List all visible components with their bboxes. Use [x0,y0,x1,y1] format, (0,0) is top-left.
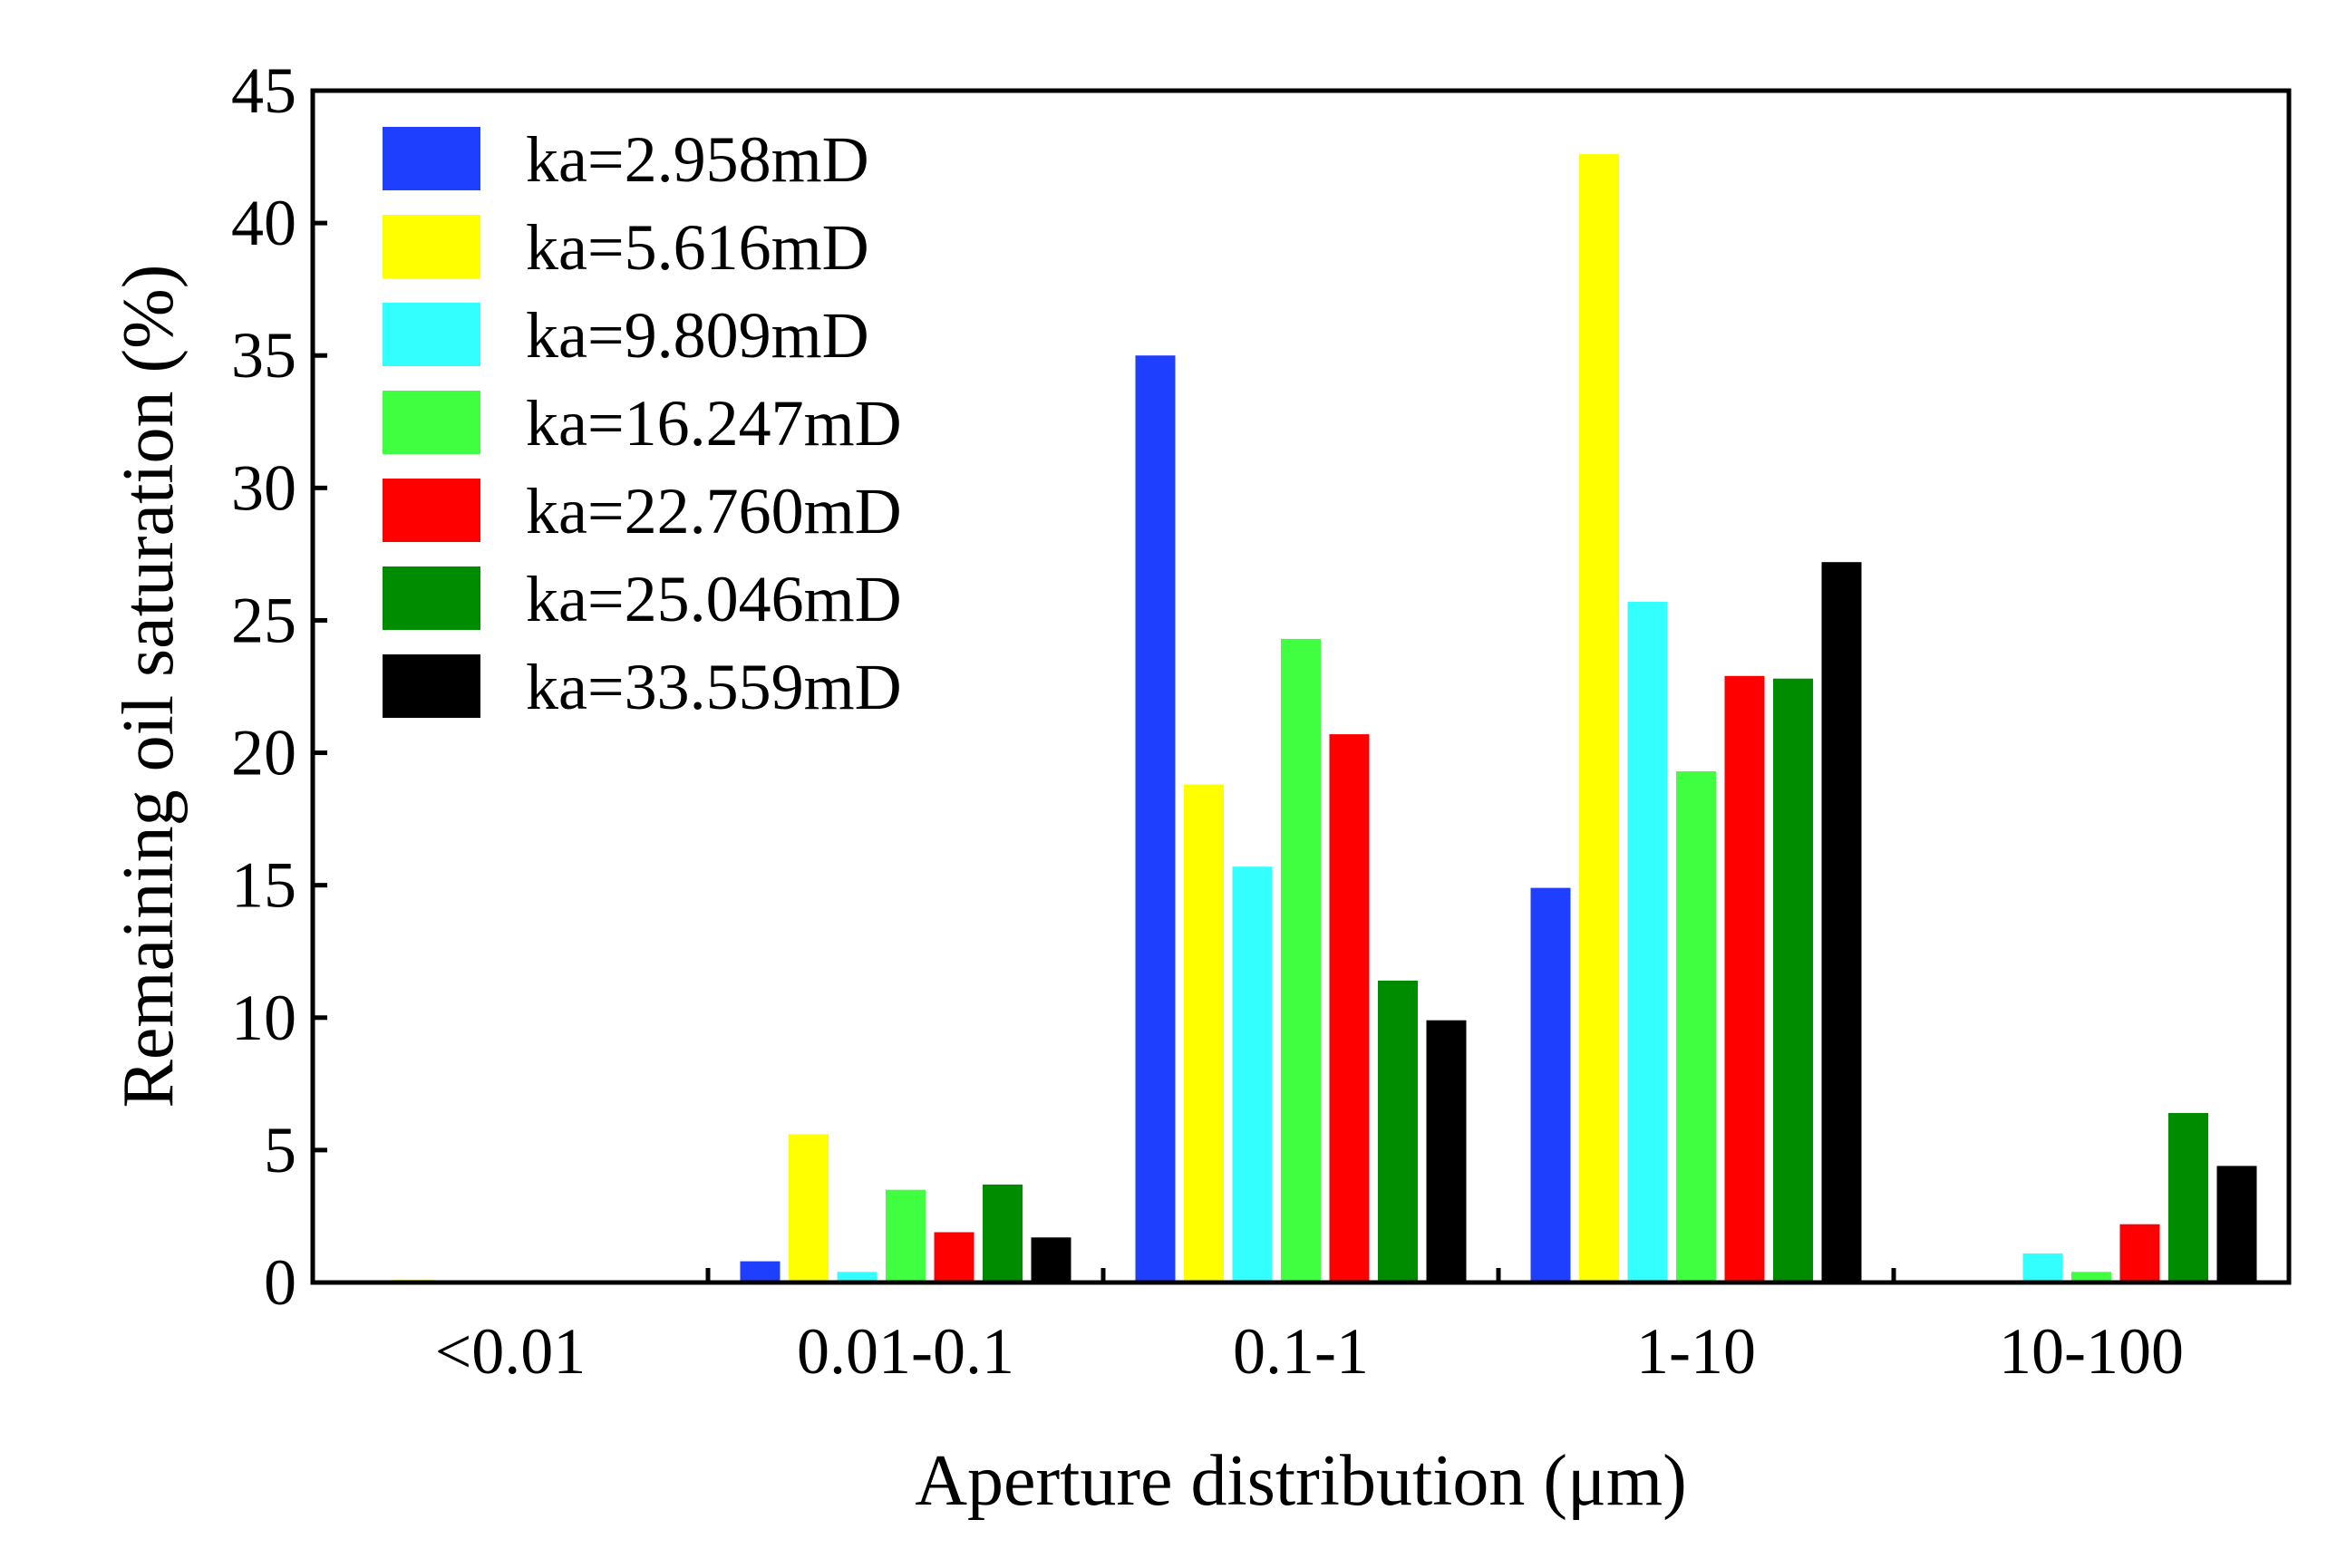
bar-0.1-1-ka=9.809mD [1232,866,1273,1282]
legend-label: ka=2.958mD [526,123,869,196]
bar-1-10-ka=33.559mD [1821,562,1862,1282]
y-tick-label: 20 [231,717,296,789]
plot-frame [310,88,2292,1285]
legend-label: ka=16.247mD [526,387,902,460]
bar-0.01-0.1-ka=9.809mD [837,1272,877,1282]
legend-swatch [383,566,480,630]
y-tick-label: 30 [231,451,296,524]
bar-1-10-ka=5.616mD [1579,154,1619,1283]
bar-0.1-1-ka=2.958mD [1135,355,1176,1282]
legend-swatch [383,127,480,190]
y-tick-label: 15 [231,849,296,922]
x-axis-title: Aperture distribution (μm) [915,1441,1687,1521]
bar-1-10-ka=2.958mD [1530,887,1571,1282]
y-tick-label: 25 [231,584,296,656]
y-axis-title: Remaining oil saturation (%) [109,265,189,1108]
bar-1-10-ka=25.046mD [1773,678,1813,1282]
legend-label: ka=22.760mD [526,475,902,547]
bar-10-100-ka=33.559mD [2216,1166,2257,1282]
axes-layer [310,88,2292,1285]
legend-label: ka=9.809mD [526,299,869,372]
legend: ka=2.958mD ka=5.616mD ka=9.809mD ka=16.247m… [383,123,902,723]
legend-swatch [383,479,480,542]
x-tick-label: 10-100 [1999,1315,2184,1388]
legend-swatch [383,654,480,718]
bar-1-10-ka=22.760mD [1724,675,1765,1282]
x-axis-ticks: <0.01 0.01-0.1 0.1-1 1-10 10-100 [435,1268,2184,1388]
bars-layer [393,154,2257,1283]
legend-label: ka=5.616mD [526,211,869,284]
bar-10-100-ka=16.247mD [2071,1272,2111,1282]
legend-swatch [383,391,480,454]
bar-0.01-0.1-ka=5.616mD [789,1134,829,1282]
x-tick-label: 0.01-0.1 [797,1315,1014,1388]
bar-1-10-ka=16.247mD [1676,771,1716,1282]
bar-0.1-1-ka=33.559mD [1426,1020,1467,1282]
x-tick-label: 1-10 [1636,1315,1756,1388]
bar-0.01-0.1-ka=33.559mD [1031,1237,1071,1282]
bar-10-100-ka=9.809mD [2022,1253,2063,1282]
bar-0.1-1-ka=5.616mD [1184,784,1224,1282]
y-tick-label: 45 [231,54,296,127]
bar-0.1-1-ka=22.760mD [1329,734,1370,1282]
y-tick-label: 0 [264,1246,296,1319]
bar-10-100-ka=22.760mD [2119,1224,2160,1282]
x-tick-label: <0.01 [435,1315,587,1388]
y-axis-ticks: 0 5 10 15 20 25 30 35 40 45 [231,54,327,1319]
bar-10-100-ka=25.046mD [2168,1113,2208,1282]
bar-0.1-1-ka=16.247mD [1281,638,1321,1282]
bar-1-10-ka=9.809mD [1627,602,1668,1282]
legend-swatch [383,215,480,278]
y-tick-label: 10 [231,982,296,1054]
x-tick-label: 0.1-1 [1233,1315,1369,1388]
legend-label: ka=33.559mD [526,651,902,723]
y-tick-label: 40 [231,187,296,259]
legend-swatch [383,303,480,366]
bar-0.01-0.1-ka=16.247mD [886,1189,926,1282]
y-tick-label: 35 [231,319,296,392]
y-tick-label: 5 [264,1114,296,1186]
bar-0.01-0.1-ka=22.760mD [934,1232,974,1282]
bar-0.01-0.1-ka=25.046mD [983,1184,1023,1282]
legend-label: ka=25.046mD [526,563,902,635]
bar-0.1-1-ka=25.046mD [1378,980,1418,1282]
bar-0.01-0.1-ka=2.958mD [740,1261,781,1282]
